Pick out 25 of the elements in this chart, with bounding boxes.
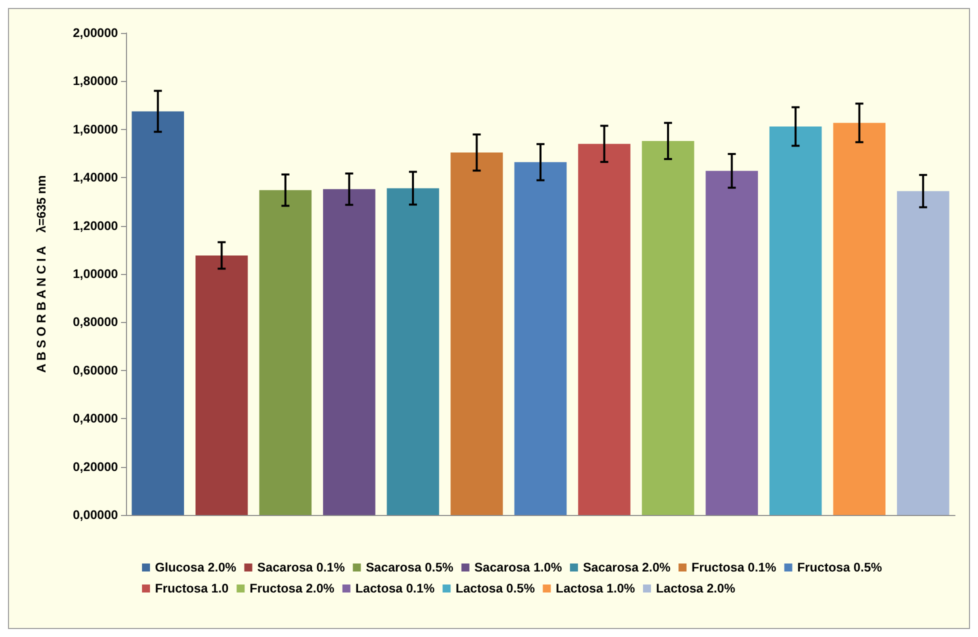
- y-tick-label: 1,60000: [72, 122, 118, 136]
- legend-label: Fructosa 0.5%: [797, 560, 882, 574]
- legend-label: Sacarosa 2.0%: [582, 560, 671, 574]
- legend-label: Fructosa 1.0: [155, 582, 229, 596]
- legend-label: Lactosa 0.5%: [456, 582, 535, 596]
- y-tick-label: 1,40000: [72, 170, 118, 185]
- y-tick-label: 0,60000: [72, 363, 118, 378]
- y-tick-label: 1,80000: [72, 74, 118, 88]
- y-tick-label: 1,00000: [72, 267, 118, 281]
- legend-label: Sacarosa 0.1%: [257, 560, 345, 574]
- y-tick-label: 2,00000: [72, 26, 118, 40]
- y-tick-label: 0,20000: [72, 460, 118, 474]
- legend-label: Lactosa 1.0%: [556, 582, 636, 596]
- y-tick-label: 1,20000: [72, 218, 118, 233]
- y-axis-title: A B S O R B A N C I A λ=635 nm: [34, 175, 48, 373]
- y-tick-label: 0,00000: [72, 508, 118, 522]
- y-tick-label: 0,40000: [72, 412, 118, 426]
- y-tick-label: 0,80000: [72, 315, 118, 330]
- legend-label: Lactosa 0.1%: [355, 582, 435, 596]
- legend-label: Glucosa 2.0%: [155, 560, 236, 574]
- legend-label: Lactosa 2.0%: [656, 582, 736, 596]
- legend-label: Fructosa 0.1%: [692, 560, 776, 574]
- legend-label: Sacarosa 0.5%: [366, 560, 454, 574]
- legend-label: Fructosa 2.0%: [250, 582, 334, 596]
- legend-label: Sacarosa 1.0%: [474, 560, 562, 574]
